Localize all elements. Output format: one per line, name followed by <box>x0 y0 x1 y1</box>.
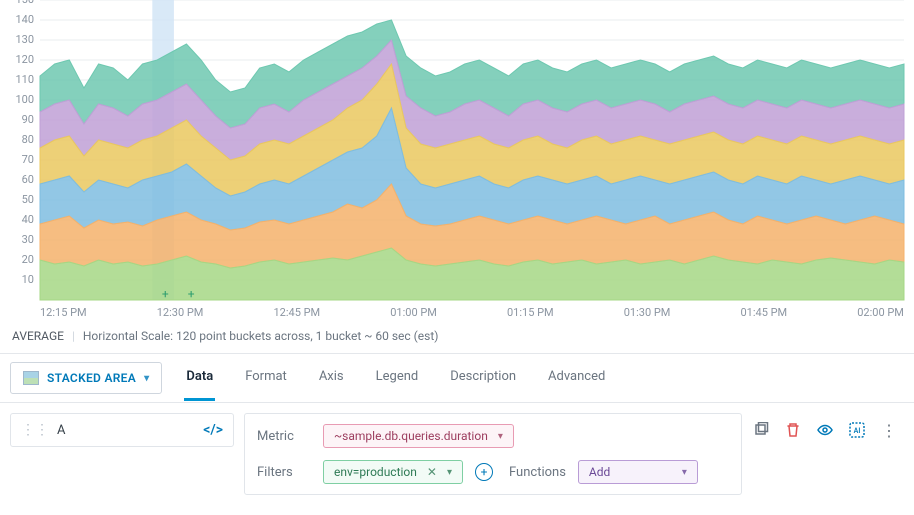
tab-description[interactable]: Description <box>448 355 518 401</box>
chart-type-picker[interactable]: STACKED AREA ▾ <box>10 362 162 394</box>
eye-icon[interactable] <box>816 421 834 439</box>
aggregation-label: AVERAGE <box>12 329 64 343</box>
svg-text:70: 70 <box>22 153 34 166</box>
chevron-down-icon: ▾ <box>447 467 452 478</box>
query-actions: AI ⋮ <box>752 413 904 439</box>
chart-type-label: STACKED AREA <box>47 371 136 385</box>
svg-text:40: 40 <box>22 213 34 226</box>
svg-text:+: + <box>188 287 195 301</box>
svg-text:+: + <box>162 287 169 301</box>
functions-label: Functions <box>509 465 566 480</box>
svg-text:120: 120 <box>15 53 34 66</box>
x-tick: 12:45 PM <box>274 306 321 319</box>
svg-text:50: 50 <box>22 193 34 206</box>
svg-text:130: 130 <box>15 33 34 46</box>
svg-text:60: 60 <box>22 173 34 186</box>
svg-text:80: 80 <box>22 133 34 146</box>
functions-pill[interactable]: Add ▾ <box>578 460 698 484</box>
x-tick: 12:15 PM <box>40 306 87 319</box>
filter-pill[interactable]: env=production ✕ ▾ <box>323 460 463 484</box>
svg-text:AI: AI <box>854 427 861 435</box>
close-icon[interactable]: ✕ <box>427 465 437 479</box>
x-tick: 01:45 PM <box>741 306 788 319</box>
copy-icon[interactable] <box>752 421 770 439</box>
tab-advanced[interactable]: Advanced <box>546 355 607 401</box>
tab-legend[interactable]: Legend <box>374 355 421 401</box>
controls-row: STACKED AREA ▾ Data Format Axis Legend Descr… <box>0 354 914 403</box>
chart-area[interactable]: 10 20 30 40 50 60 70 80 90 100 110 120 130 140 150 + + <box>0 0 914 300</box>
x-tick: 01:00 PM <box>390 306 437 319</box>
x-tick: 01:30 PM <box>624 306 671 319</box>
scale-text: Horizontal Scale: 120 point buckets acro… <box>83 329 439 343</box>
stacked-area-chart: 102030405060708090100110120130140150++ <box>40 0 904 300</box>
x-tick: 02:00 PM <box>857 306 904 319</box>
chevron-down-icon: ▾ <box>498 431 503 442</box>
filter-value: env=production <box>334 465 417 479</box>
add-filter-button[interactable]: + <box>475 463 493 481</box>
x-tick: 01:15 PM <box>507 306 554 319</box>
query-builder: ⋮⋮ A </> Metric ~sample.db.queries.durat… <box>0 403 914 505</box>
svg-text:140: 140 <box>15 13 34 26</box>
x-tick: 12:30 PM <box>157 306 204 319</box>
metric-value: ~sample.db.queries.duration <box>334 429 488 443</box>
filters-label: Filters <box>257 465 311 480</box>
svg-text:150: 150 <box>15 0 34 6</box>
svg-text:20: 20 <box>22 253 34 266</box>
svg-text:10: 10 <box>22 273 34 286</box>
x-axis-labels: 12:15 PM 12:30 PM 12:45 PM 01:00 PM 01:15 PM… <box>0 300 914 319</box>
stacked-area-icon <box>23 371 39 385</box>
more-icon[interactable]: ⋮ <box>880 421 898 439</box>
tab-data[interactable]: Data <box>184 355 215 401</box>
tab-format[interactable]: Format <box>243 355 289 401</box>
chevron-down-icon: ▾ <box>144 373 149 384</box>
svg-text:90: 90 <box>22 113 34 126</box>
svg-text:30: 30 <box>22 233 34 246</box>
svg-text:100: 100 <box>15 93 34 106</box>
drag-handle-icon[interactable]: ⋮⋮ <box>21 422 49 438</box>
query-letter-box[interactable]: ⋮⋮ A </> <box>10 413 234 447</box>
metric-label: Metric <box>257 429 311 444</box>
chevron-down-icon: ▾ <box>682 467 687 478</box>
svg-text:110: 110 <box>15 73 34 86</box>
status-bar: AVERAGE | Horizontal Scale: 120 point bu… <box>0 319 914 354</box>
query-definition-box: Metric ~sample.db.queries.duration ▾ Fil… <box>244 413 742 495</box>
code-toggle-icon[interactable]: </> <box>203 422 223 438</box>
editor-tabs: Data Format Axis Legend Description Advanced <box>184 355 607 401</box>
delete-icon[interactable] <box>784 421 802 439</box>
functions-value: Add <box>589 465 610 479</box>
tab-axis[interactable]: Axis <box>317 355 346 401</box>
ai-icon[interactable]: AI <box>848 421 866 439</box>
metric-pill[interactable]: ~sample.db.queries.duration ▾ <box>323 424 514 448</box>
query-letter: A <box>49 423 203 438</box>
